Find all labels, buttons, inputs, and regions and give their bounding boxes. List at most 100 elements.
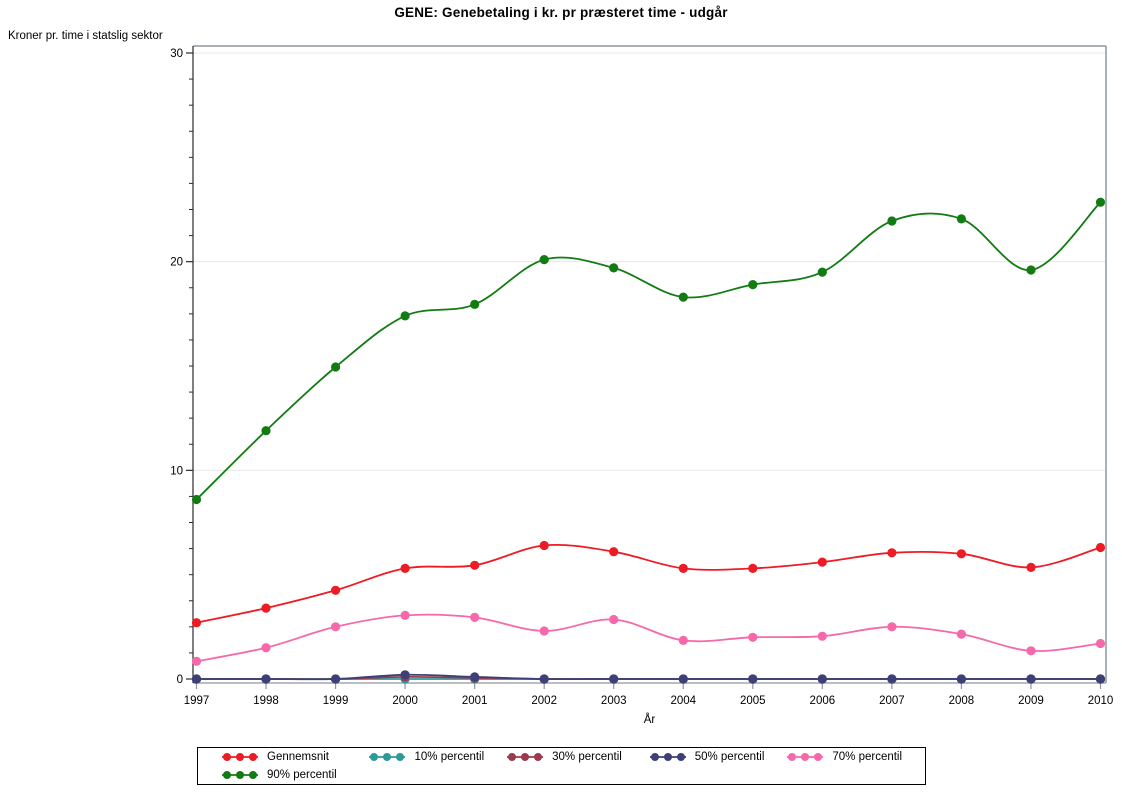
series-point-90-percentil: [470, 299, 480, 309]
x-tick-label: 1997: [184, 695, 210, 707]
series-point-70-percentil: [956, 629, 967, 639]
legend-item-label: 50% percentil: [694, 751, 765, 763]
series-point-70-percentil: [191, 656, 202, 666]
series-point-70-percentil: [470, 612, 480, 623]
series-point-50-percentil: [191, 674, 202, 684]
x-tick-label: 2007: [879, 695, 905, 707]
legend-marker-icon: [222, 753, 258, 761]
series-point-90-percentil: [1095, 197, 1106, 207]
series-point-gennemsnit: [748, 563, 758, 574]
series-point-gennemsnit: [191, 618, 202, 628]
series-point-70-percentil: [1095, 638, 1106, 649]
series-point-90-percentil: [191, 494, 202, 505]
series-point-50-percentil: [539, 674, 549, 684]
x-tick-label: 1998: [253, 695, 279, 707]
legend-item-30-percentil: 30% percentil: [507, 751, 650, 763]
legend-item-70-percentil: 70% percentil: [787, 751, 925, 763]
series-point-gennemsnit: [1026, 562, 1036, 573]
series-point-90-percentil: [817, 267, 827, 277]
series-point-gennemsnit: [539, 540, 549, 551]
x-tick-label: 2009: [1018, 695, 1044, 707]
series-point-50-percentil: [400, 670, 410, 680]
y-axis-unit-label: Kroner pr. time i statslig sektor: [8, 30, 163, 42]
series-point-gennemsnit: [609, 547, 619, 557]
series-point-70-percentil: [400, 610, 410, 621]
series-point-70-percentil: [748, 632, 758, 642]
series-point-gennemsnit: [331, 585, 341, 595]
x-tick-label: 2004: [670, 695, 696, 707]
legend-item-label: Gennemsnit: [267, 751, 330, 763]
series-point-70-percentil: [331, 622, 341, 632]
legend-marker-icon: [787, 753, 824, 761]
legend-row-2: 90% percentil: [198, 766, 925, 784]
series-point-70-percentil: [1026, 646, 1036, 656]
series-point-50-percentil: [331, 674, 341, 684]
series-point-90-percentil: [331, 362, 341, 372]
series-point-90-percentil: [539, 255, 549, 265]
series-point-70-percentil: [678, 635, 688, 646]
line-chart-plot-area: 0 10 20 30 1997 1998 1999 2000 2001 2002 2003 2004 2…: [170, 45, 1114, 707]
legend-item-label: 70% percentil: [832, 751, 903, 763]
x-tick-label: 2002: [531, 695, 557, 707]
series-point-gennemsnit: [470, 560, 480, 570]
series-line-50-percentil: [196, 673, 1101, 681]
legend-marker-icon: [507, 753, 544, 761]
series-point-50-percentil: [678, 674, 688, 684]
y-tick-label: 0: [177, 674, 183, 686]
series-point-gennemsnit: [261, 603, 271, 613]
series-point-50-percentil: [956, 674, 967, 684]
y-tick-label: 20: [170, 257, 183, 269]
series-point-gennemsnit: [817, 557, 827, 567]
x-axis-label: År: [643, 714, 656, 726]
series-point-90-percentil: [609, 263, 619, 273]
series-point-90-percentil: [748, 280, 758, 290]
series-point-gennemsnit: [678, 563, 688, 574]
series-point-90-percentil: [261, 426, 271, 436]
series-point-gennemsnit: [1095, 542, 1106, 553]
series-point-70-percentil: [887, 622, 897, 632]
x-tick-label: 2003: [601, 695, 627, 707]
series-point-gennemsnit: [956, 549, 967, 559]
x-tick-label: 2006: [810, 695, 836, 707]
legend-item-50-percentil: 50% percentil: [649, 751, 788, 763]
series-point-70-percentil: [609, 614, 619, 625]
x-tick-label: 2008: [949, 695, 975, 707]
series-point-gennemsnit: [400, 563, 410, 574]
x-tick-label: 2000: [392, 695, 418, 707]
series-point-50-percentil: [1026, 674, 1036, 684]
series-point-90-percentil: [887, 216, 897, 226]
legend-item-90-percentil: 90% percentil: [222, 769, 372, 781]
series-point-70-percentil: [261, 643, 271, 653]
series-point-50-percentil: [261, 674, 271, 684]
legend-item-label: 30% percentil: [552, 751, 622, 763]
legend-marker-icon: [369, 753, 406, 761]
x-tick-label: 2005: [740, 695, 766, 707]
x-tick-label: 2010: [1088, 695, 1114, 707]
legend-marker-icon: [222, 771, 258, 779]
chart-title: GENE: Genebetaling i kr. pr præsteret ti…: [394, 5, 728, 20]
y-tick-label: 30: [170, 48, 183, 60]
series-point-gennemsnit: [887, 548, 897, 558]
series-point-50-percentil: [609, 674, 619, 684]
x-tick-label: 2001: [462, 695, 488, 707]
legend-item-gennemsnit: Gennemsnit: [222, 751, 369, 763]
series-point-90-percentil: [956, 214, 967, 224]
series-point-50-percentil: [887, 674, 897, 684]
series-line-gennemsnit: [196, 544, 1101, 624]
legend-item-label: 90% percentil: [267, 769, 337, 781]
legend-row-1: Gennemsnit 10% percentil 30% percentil 50% …: [198, 748, 925, 766]
chart-legend: Gennemsnit 10% percentil 30% percentil 50% …: [197, 747, 926, 785]
series-line-90-percentil: [195, 201, 1102, 501]
legend-marker-icon: [649, 753, 686, 761]
series-point-90-percentil: [400, 311, 410, 321]
series-point-50-percentil: [470, 672, 480, 682]
y-tick-label: 10: [170, 465, 183, 477]
x-tick-label: 1999: [323, 695, 349, 707]
series-point-70-percentil: [817, 631, 827, 641]
series-point-50-percentil: [817, 674, 827, 684]
series-point-90-percentil: [678, 292, 688, 302]
series-point-50-percentil: [748, 674, 758, 684]
legend-item-10-percentil: 10% percentil: [369, 751, 507, 763]
series-line-70-percentil: [196, 613, 1101, 663]
